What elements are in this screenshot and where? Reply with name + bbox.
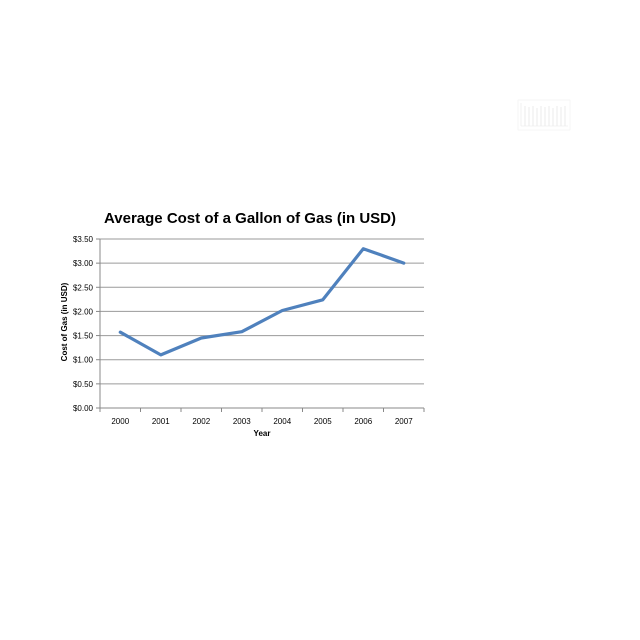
x-tick-label: 2006 [354,417,372,426]
y-tick-label: $2.50 [73,283,94,292]
y-tick-label: $0.50 [73,380,94,389]
grid [96,238,424,409]
y-tick-label: $2.00 [73,307,94,316]
series-line [118,247,406,357]
x-tick-label: 2005 [314,417,332,426]
y-tick-label: $0.00 [73,404,94,413]
x-tick-labels: 2000 2001 2002 2003 2004 2005 2006 2007 [111,417,413,426]
x-tick-label: 2007 [395,417,413,426]
x-tick-label: 2004 [273,417,291,426]
y-axis-title: Cost of Gas (in USD) [60,282,69,361]
x-tick-label: 2002 [192,417,210,426]
thumbnail-preview [517,99,571,131]
x-tick-label: 2000 [111,417,129,426]
y-tick-label: $1.00 [73,356,94,365]
x-tick-label: 2003 [233,417,251,426]
series [118,247,406,357]
y-tick-labels: $0.00 $0.50 $1.00 $1.50 $2.00 $2.50 $3.00 $3.50 [73,235,94,413]
y-tick-label: $3.50 [73,235,94,244]
y-tick-label: $3.00 [73,259,94,268]
chart-title: Average Cost of a Gallon of Gas (in USD) [104,210,396,227]
x-axis-title: Year [254,429,271,438]
axes [99,239,425,412]
y-tick-label: $1.50 [73,332,94,341]
x-tick-label: 2001 [152,417,170,426]
